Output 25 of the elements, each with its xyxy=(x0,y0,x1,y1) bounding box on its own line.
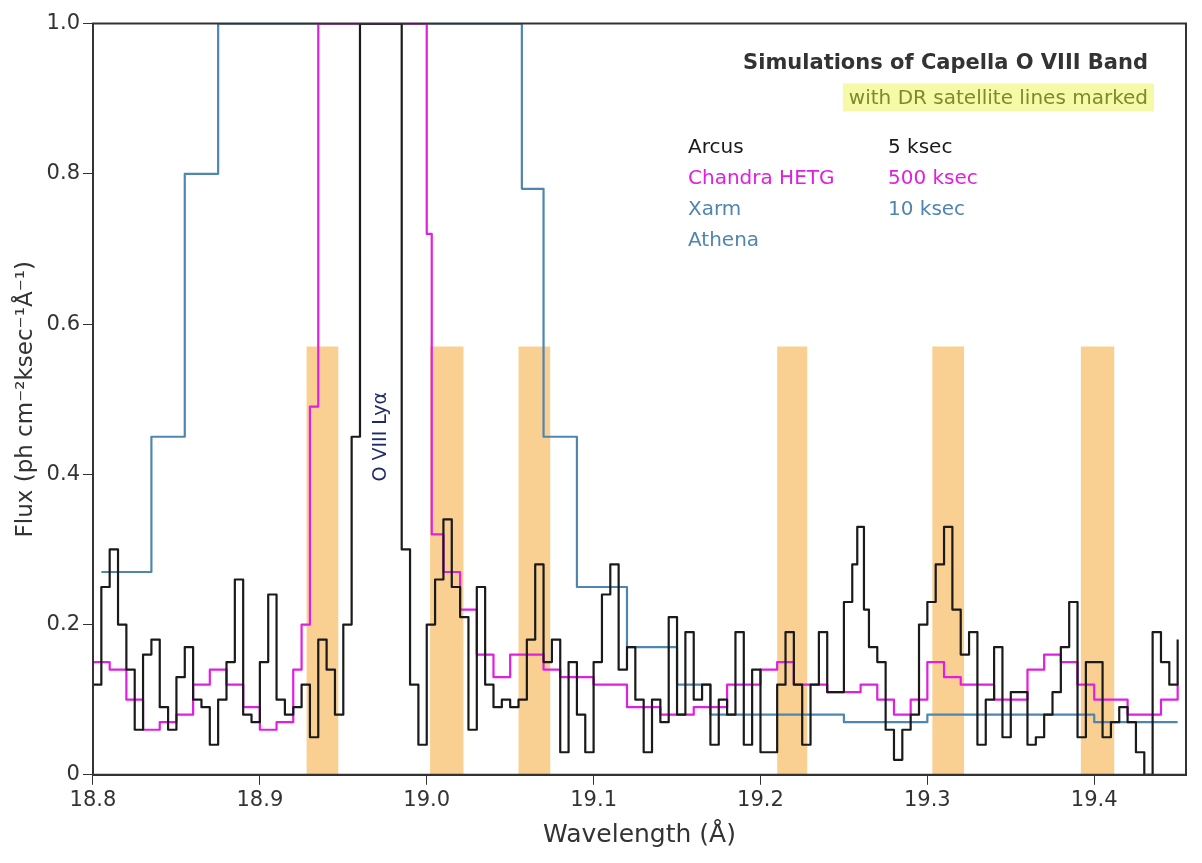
text: Chandra HETG xyxy=(688,164,835,189)
text: with DR satellite lines marked xyxy=(848,84,1148,109)
y-tick-label: 0.2 xyxy=(46,611,80,636)
y-axis-title: Flux (ph cm⁻²ksec⁻¹Å⁻¹) xyxy=(9,260,37,538)
x-tick-label: 19.4 xyxy=(1070,786,1118,811)
text: Arcus xyxy=(688,133,744,158)
annotation: 10 ksec xyxy=(888,195,966,220)
annotation: O VIII Lyα xyxy=(367,392,390,482)
x-tick-label: 19.2 xyxy=(737,786,784,811)
x-tick-label: 19.3 xyxy=(903,786,951,811)
x-tick-label: 18.8 xyxy=(69,786,117,811)
x-tick-label: 18.9 xyxy=(236,786,284,811)
y-tick-label: 0.6 xyxy=(46,310,80,335)
y-tick-label: 1.0 xyxy=(46,10,80,35)
x-tick-label: 19.0 xyxy=(403,786,451,811)
x-axis-title: Wavelength (Å) xyxy=(543,818,736,848)
annotation: 500 ksec xyxy=(888,164,978,189)
y-tick-label: 0.4 xyxy=(46,460,80,485)
y-tick-label: 0.8 xyxy=(46,160,80,185)
annotation: Athena xyxy=(688,226,760,251)
text: Simulations of Capella O VIII Band xyxy=(743,50,1148,75)
y-tick-label: 0 xyxy=(66,761,80,786)
text: Xarm xyxy=(688,195,742,220)
annotation: 5 ksec xyxy=(888,133,953,158)
x-tick-label: 19.1 xyxy=(570,786,617,811)
